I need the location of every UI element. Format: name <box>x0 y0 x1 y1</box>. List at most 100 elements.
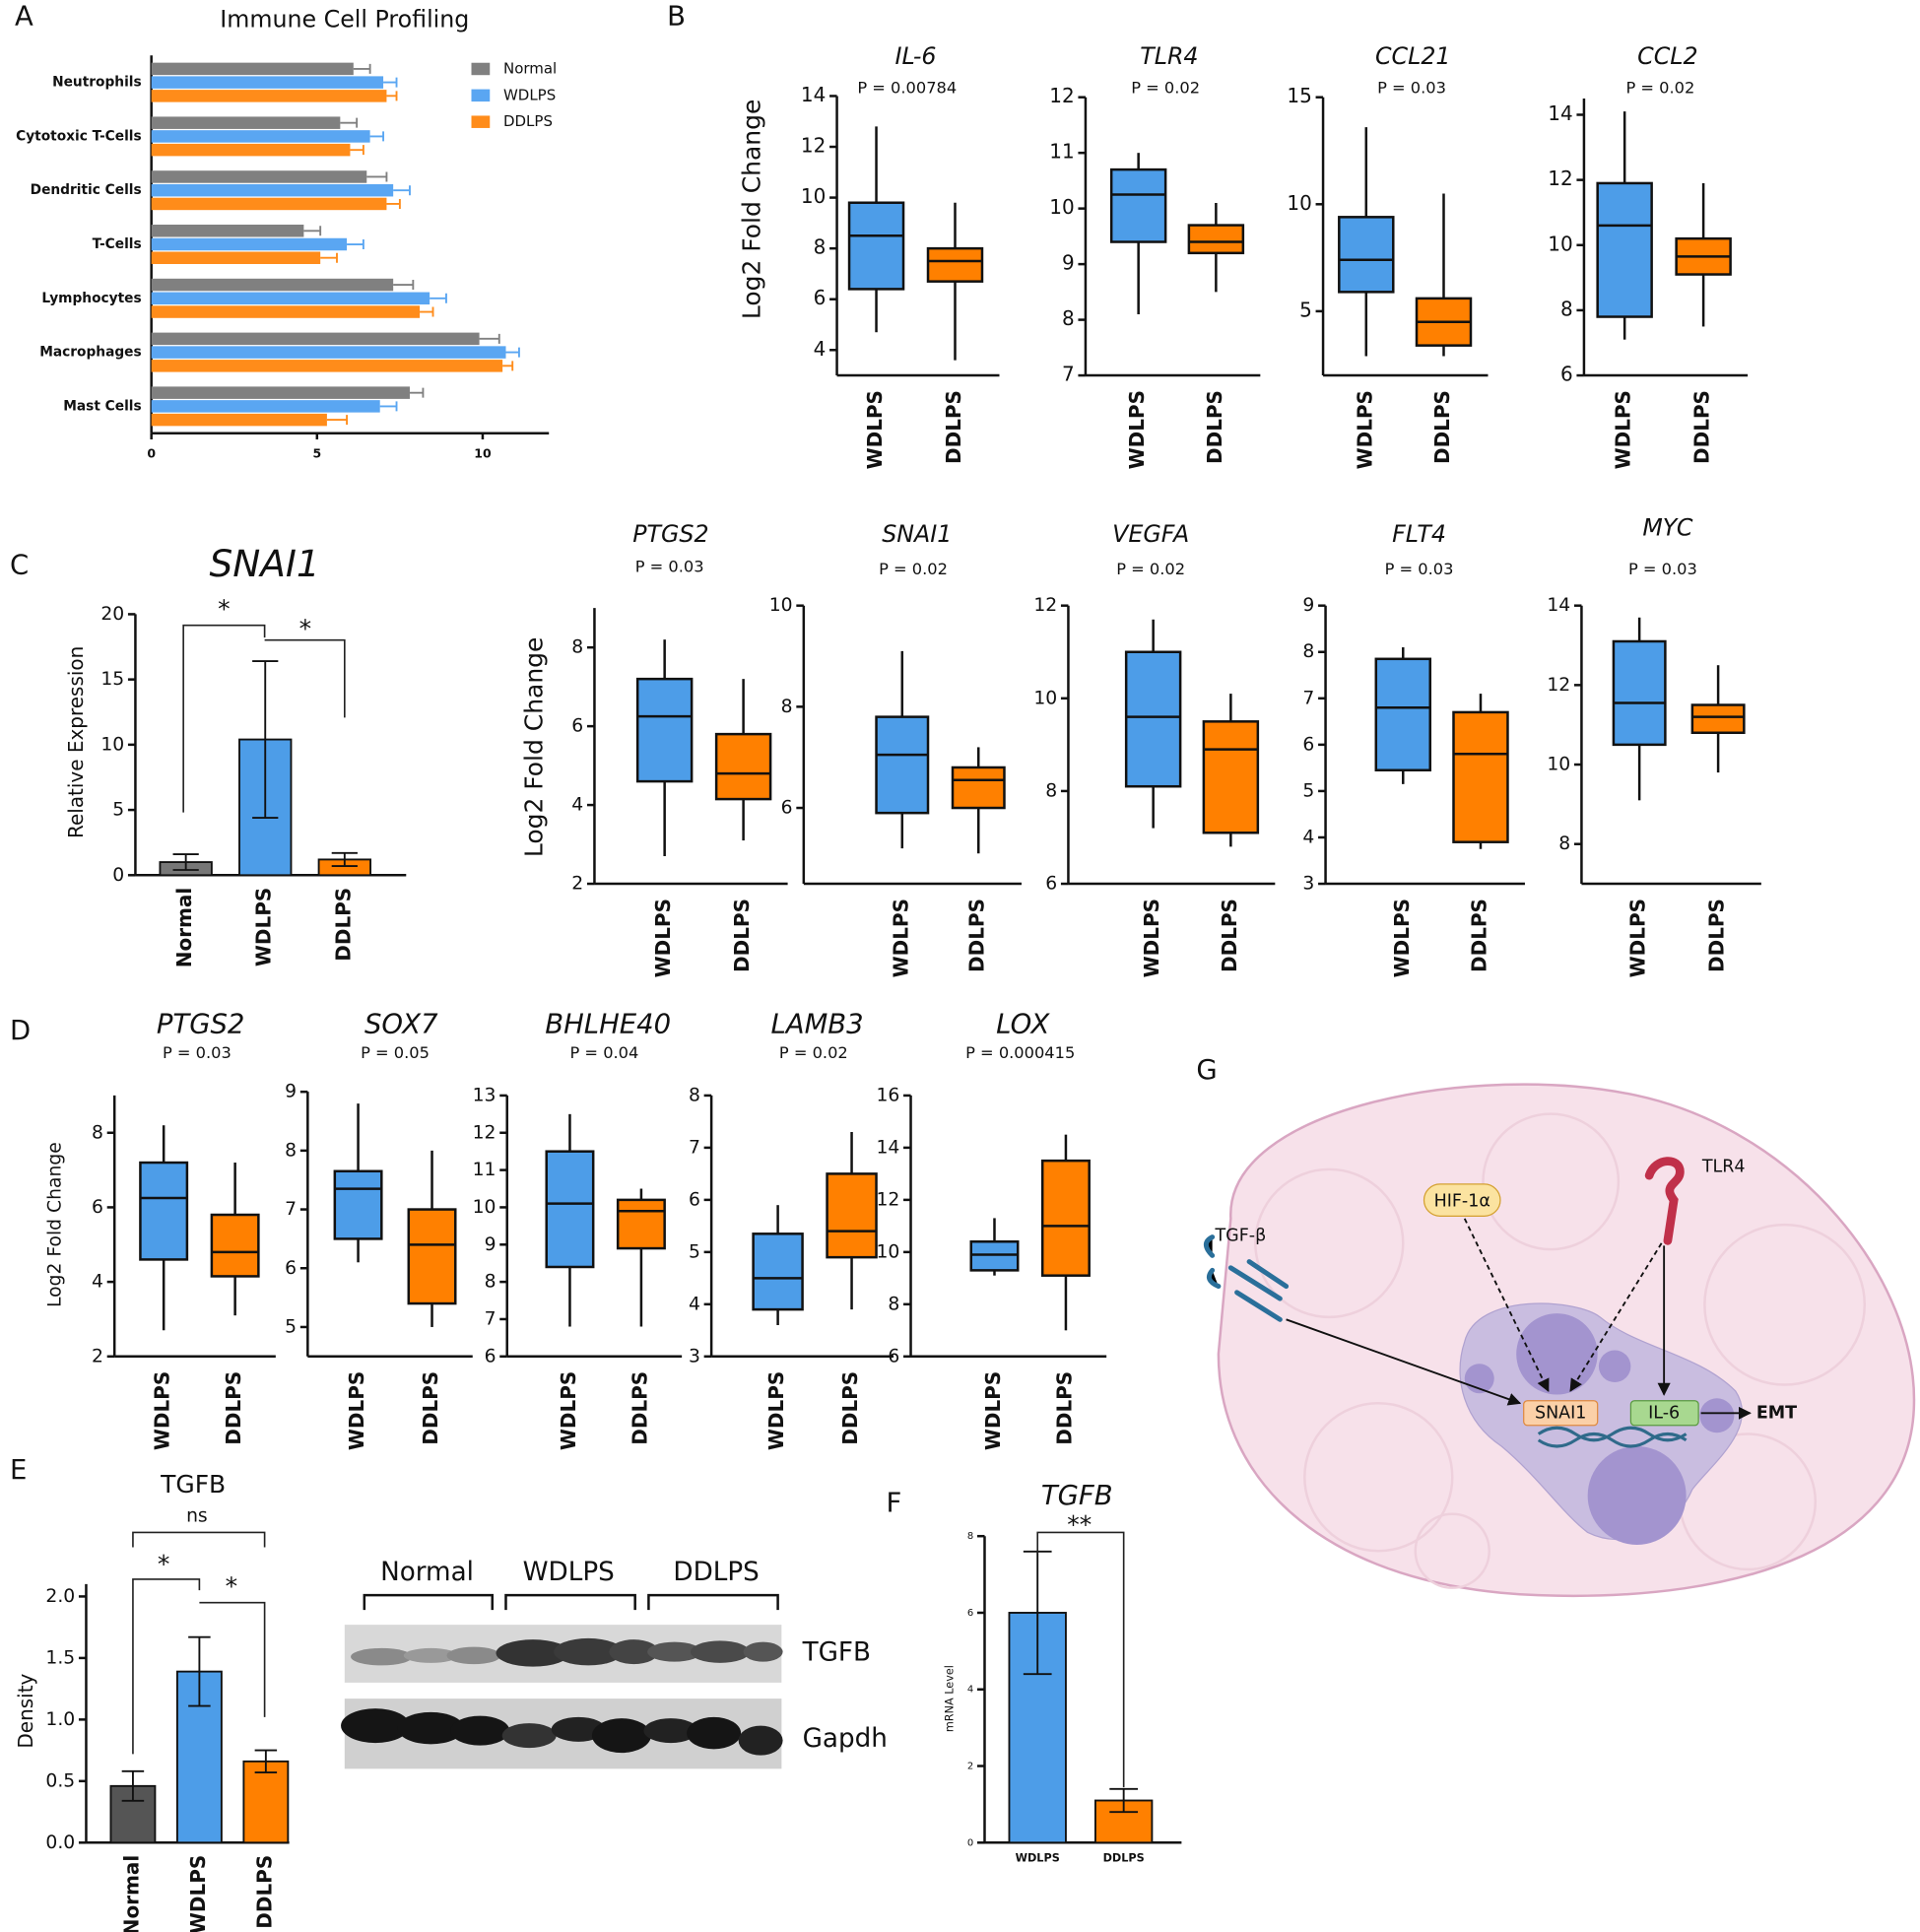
y-tick-label: 3 <box>689 1346 700 1366</box>
box <box>1612 639 1667 747</box>
y-tick-label: 12 <box>876 1189 899 1210</box>
box <box>1109 167 1167 243</box>
x-tick-label: DDLPS <box>1103 1852 1145 1865</box>
node-label: EMT <box>1756 1403 1797 1423</box>
y-tick-label: 10 <box>801 184 826 208</box>
box <box>714 732 772 801</box>
x-tick-label: DDLPS <box>942 390 965 464</box>
x-tick-label: WDLPS <box>764 1371 788 1450</box>
tgf-receptor <box>1203 1234 1290 1322</box>
x-tick-label: DDLPS <box>1203 390 1226 464</box>
error-bar <box>252 660 279 819</box>
x-tick-label: WDLPS <box>1125 390 1149 469</box>
y-tick-label: 10 <box>1287 191 1311 215</box>
x-tick-label: WDLPS <box>1390 899 1414 977</box>
y-tick-label: Cytotoxic T-Cells <box>16 128 142 144</box>
bar <box>151 278 394 292</box>
y-tick-label: 10 <box>100 734 124 755</box>
x-tick-label: DDLPS <box>419 1371 442 1445</box>
y-tick-label: 3 <box>1302 874 1314 895</box>
error-bar <box>379 401 398 412</box>
p-value: P = 0.02 <box>879 560 948 578</box>
y-tick-label: 15 <box>100 669 124 690</box>
y-tick-label: 10 <box>1049 195 1074 219</box>
x-tick-label: DDLPS <box>222 1371 245 1445</box>
significance-bracket <box>264 638 346 718</box>
bar <box>151 360 503 372</box>
nucleolus <box>1464 1313 1735 1545</box>
bar <box>151 62 354 76</box>
western-blot: Normal WDLPS DDLPS TGFB Gapdh <box>341 1558 888 1769</box>
legend-swatch <box>471 115 491 128</box>
panel-label: A <box>15 0 33 32</box>
x-tick-label: WDLPS <box>981 1371 1005 1450</box>
chart-title: CCL21 <box>1375 42 1451 70</box>
p-value: P = 0.02 <box>1116 560 1185 578</box>
bar <box>151 346 506 359</box>
y-tick-label: 14 <box>876 1137 899 1158</box>
node-label: SNAI1 <box>1535 1403 1586 1423</box>
y-tick-label: 4 <box>1302 827 1314 847</box>
y-tick-label: T-Cells <box>93 236 142 252</box>
y-tick-label: Dendritic Cells <box>31 182 142 198</box>
y-tick-label: 6 <box>92 1197 103 1218</box>
y-tick-label: 9 <box>285 1082 297 1102</box>
bar <box>151 130 370 143</box>
box <box>139 1161 189 1261</box>
y-tick-label: 7 <box>485 1308 497 1329</box>
y-tick-label: 12 <box>1033 595 1057 616</box>
y-tick-label: 9 <box>1062 251 1075 275</box>
cell-texture <box>1254 1112 1867 1589</box>
box <box>635 677 694 783</box>
y-axis-label: mRNA Level <box>944 1665 957 1732</box>
significance: * <box>158 1550 169 1578</box>
y-tick-label: 8 <box>888 1294 899 1314</box>
significance-bracket <box>182 624 266 813</box>
blot-band-label: Gapdh <box>803 1724 888 1754</box>
chart-title: SNAI1 <box>209 542 319 585</box>
chart-title: Immune Cell Profiling <box>220 6 469 33</box>
significance-bracket <box>1036 1531 1125 1788</box>
p-value: P = 0.03 <box>635 557 704 575</box>
y-tick-label: 8 <box>689 1085 700 1105</box>
box <box>1124 650 1182 788</box>
bar <box>151 413 327 427</box>
error-bar <box>393 280 415 291</box>
y-axis-label: Log2 Fold Change <box>45 1142 66 1307</box>
box <box>1040 1159 1091 1277</box>
y-tick-label: 1.5 <box>45 1647 75 1668</box>
error-bar <box>331 851 358 867</box>
blot-bands <box>341 1708 783 1756</box>
error-bar <box>502 361 514 371</box>
bar <box>151 386 410 399</box>
chart-title: VEGFA <box>1112 520 1189 548</box>
blot-brackets <box>363 1593 779 1611</box>
error-bar <box>369 131 385 142</box>
box <box>826 1172 878 1259</box>
bar <box>151 76 384 89</box>
pathway-diagram: TGF-β HIF-1α TLR4 SNAI1 IL-6 EMT <box>1203 1083 1916 1598</box>
box <box>1452 710 1509 843</box>
p-value: P = 0.04 <box>569 1043 638 1062</box>
legend-swatch <box>471 89 491 102</box>
error-bar <box>320 252 338 263</box>
box <box>1338 216 1395 294</box>
chart-title: PTGS2 <box>632 520 708 548</box>
box <box>210 1213 260 1278</box>
y-tick-label: 8 <box>1558 833 1570 854</box>
y-tick-label: Neutrophils <box>52 75 142 91</box>
x-tick-label: WDLPS <box>345 1371 368 1450</box>
arrow <box>1463 1218 1550 1392</box>
y-tick-label: 10 <box>1547 755 1570 775</box>
y-tick-label: 12 <box>1049 84 1074 107</box>
y-tick-label: 0.5 <box>45 1770 75 1791</box>
y-tick-label: 5 <box>1299 298 1312 321</box>
node-box <box>1423 1183 1501 1217</box>
error-bar <box>254 1749 278 1774</box>
box <box>1596 181 1653 318</box>
box <box>333 1169 383 1240</box>
error-bar <box>340 117 359 128</box>
x-tick-label: DDLPS <box>1052 1371 1076 1445</box>
y-tick-label: 2 <box>571 874 583 895</box>
bar <box>242 1760 290 1844</box>
